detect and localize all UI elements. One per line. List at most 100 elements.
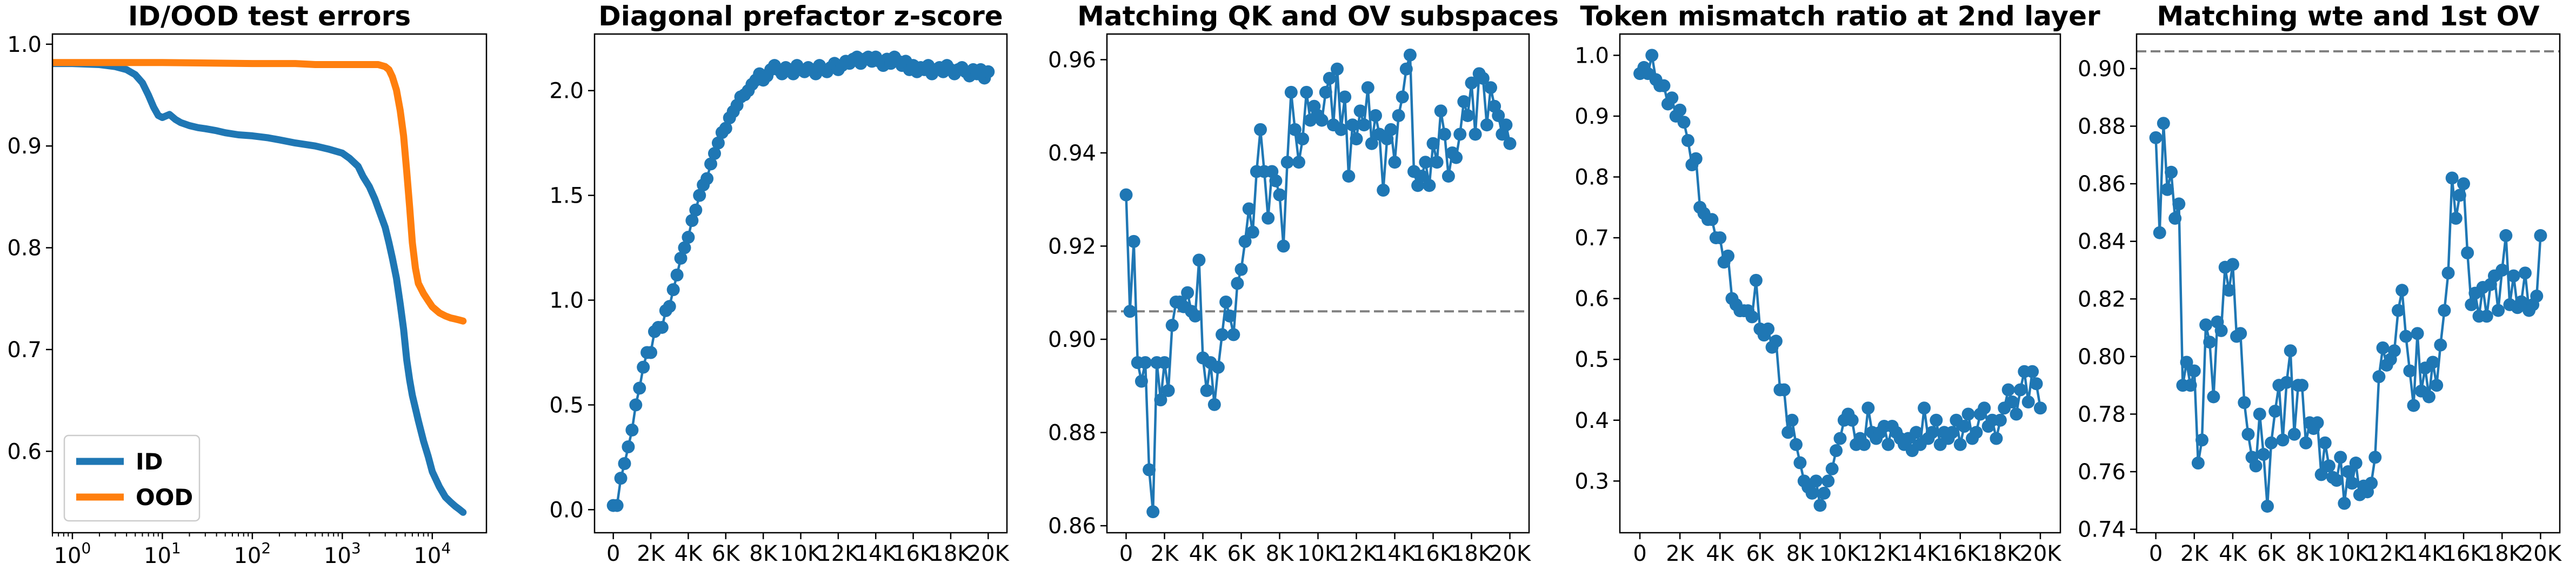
x-tick-label: 6K: [1746, 541, 1774, 566]
data-point: [2518, 266, 2532, 280]
data-point: [1745, 310, 1759, 324]
data-point: [1165, 319, 1179, 332]
x-tick-label: 14K: [1374, 541, 1417, 566]
x-tick-label: 14K: [1899, 541, 1942, 566]
data-point: [1721, 249, 1735, 263]
data-point: [666, 283, 680, 297]
data-point: [1442, 170, 1455, 183]
data-point: [1993, 413, 2007, 427]
data-point: [1484, 81, 1497, 95]
data-point: [674, 251, 688, 265]
data-point: [1881, 438, 1895, 451]
data-point: [704, 157, 718, 171]
data-point: [663, 300, 676, 313]
data-point: [1365, 137, 1378, 150]
data-point: [2392, 304, 2405, 317]
data-point: [2514, 295, 2528, 309]
data-point: [1825, 462, 1839, 475]
data-point: [2345, 477, 2359, 490]
data-point: [2411, 327, 2424, 340]
data-point: [1262, 211, 1275, 225]
x-tick-label: 4K: [1189, 541, 1218, 566]
chart-title: Diagonal prefactor z-score: [598, 1, 1003, 32]
data-point: [1242, 202, 1256, 216]
x-tick-label: 18K: [930, 541, 972, 566]
y-tick-label: 0.80: [2078, 345, 2126, 370]
y-tick-label: 0.0: [549, 498, 584, 522]
legend: ID OOD: [63, 434, 201, 522]
data-point: [2465, 298, 2478, 311]
data-point: [2180, 356, 2193, 369]
data-point: [2226, 258, 2239, 271]
x-tick-label: 0: [2149, 541, 2163, 566]
data-point: [1793, 456, 1807, 470]
data-point: [1833, 432, 1847, 445]
axes-frame: [51, 33, 488, 534]
data-point: [2268, 405, 2282, 418]
data-point: [1681, 133, 1694, 147]
data-point: [625, 423, 639, 437]
data-point: [2168, 212, 2182, 225]
x-tick-label: 6K: [712, 541, 740, 566]
data-point: [1331, 62, 1344, 76]
data-point: [1181, 286, 1194, 299]
data-point: [2280, 375, 2293, 389]
legend-label: ID: [136, 448, 163, 475]
data-point: [982, 65, 995, 78]
data-point: [2461, 246, 2474, 260]
data-point: [1315, 113, 1329, 127]
data-point: [2403, 364, 2417, 378]
y-tick-label: 0.7: [1574, 226, 1609, 251]
y-tick-label: 0.6: [7, 439, 42, 464]
y-tick-label: 0.92: [1048, 234, 1096, 259]
y-tick-label: 0.9: [1574, 104, 1609, 129]
chart-title: Matching wte and 1st OV: [2157, 1, 2540, 32]
data-point: [1430, 156, 1444, 169]
data-point: [1219, 296, 1233, 309]
data-point: [1434, 104, 1447, 118]
data-point: [2365, 477, 2378, 490]
data-point: [2222, 284, 2235, 297]
data-point: [1154, 393, 1167, 407]
data-point: [1350, 132, 1363, 146]
x-tick-label: 14K: [2404, 541, 2447, 566]
data-point: [2238, 396, 2251, 410]
y-tick-label: 1.0: [1574, 43, 1609, 68]
series-group: [1633, 49, 2047, 512]
x-tick-label: 2K: [637, 541, 665, 566]
data-point: [2153, 226, 2166, 239]
data-point: [1821, 474, 1835, 488]
data-point: [1918, 401, 1931, 415]
x-tick-label: 10K: [2327, 541, 2370, 566]
data-point: [1978, 401, 1991, 415]
y-tick-label: 0.90: [2078, 57, 2126, 82]
data-point: [1280, 156, 1294, 169]
data-point: [1781, 426, 1795, 439]
x-tick-label: 8K: [1266, 541, 1294, 566]
data-point: [1403, 48, 1417, 62]
data-point: [1296, 132, 1310, 146]
data-point: [1189, 309, 1202, 323]
y-tick-label: 0.88: [1048, 421, 1096, 446]
data-point: [2001, 383, 2015, 397]
data-point: [1777, 383, 1791, 397]
data-point: [1689, 152, 1703, 165]
data-point: [2295, 379, 2309, 392]
data-point: [1749, 273, 1763, 287]
x-tick-base: 10: [144, 544, 171, 568]
series-line: [613, 56, 990, 507]
data-point: [1790, 438, 1803, 451]
x-tick-label: 20K: [2019, 541, 2062, 566]
y-tick-label: 1.0: [7, 32, 42, 57]
data-point: [1216, 328, 1229, 341]
data-point: [2534, 229, 2547, 243]
data-point: [1415, 170, 1429, 183]
data-point: [1450, 151, 1463, 164]
x-tick-label: 2K: [1151, 541, 1179, 566]
data-point: [1857, 438, 1871, 451]
data-point: [1461, 109, 1474, 122]
x-tick-label: 0: [1119, 541, 1133, 566]
data-point: [1469, 128, 1482, 141]
data-point: [1134, 374, 1148, 388]
